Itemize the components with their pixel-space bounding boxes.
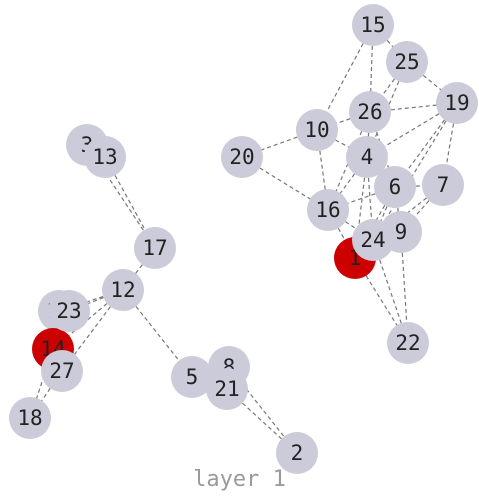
node-label: 26 [357,100,382,124]
node-15: 15 [352,4,394,46]
node-circle [102,269,144,311]
node-label: 22 [395,331,420,355]
node-label: 23 [56,299,81,323]
node-circle [296,109,338,151]
node-20: 20 [221,136,263,178]
node-label: 25 [394,50,419,74]
node-label: 19 [444,91,469,115]
node-7: 7 [422,164,464,206]
node-label: 20 [229,145,254,169]
node-label: 21 [214,377,239,401]
node-circle [206,368,248,410]
node-label: 7 [437,173,450,197]
node-circle [134,227,176,269]
node-label: 17 [142,236,167,260]
node-label: 6 [389,175,402,199]
node-12: 12 [102,269,144,311]
node-label: 13 [92,145,117,169]
node-2: 2 [276,432,318,474]
node-circle [171,356,213,398]
node-label: 15 [360,13,385,37]
node-circle [221,136,263,178]
node-label: 9 [395,220,408,244]
node-circle [386,41,428,83]
node-26: 26 [349,91,391,133]
node-circle [276,432,318,474]
graph-caption: layer 1 [193,467,286,492]
node-label: 18 [17,406,42,430]
node-layer: 1234567891011121314151617181920212223242… [9,4,478,474]
node-24: 24 [352,219,394,261]
node-18: 18 [9,397,51,439]
node-circle [41,350,83,392]
node-4: 4 [346,136,388,178]
node-17: 17 [134,227,176,269]
node-circle [352,4,394,46]
node-21: 21 [206,368,248,410]
node-circle [422,164,464,206]
node-label: 27 [49,359,74,383]
node-label: 10 [304,118,329,142]
node-circle [436,82,478,124]
node-10: 10 [296,109,338,151]
node-circle [84,136,126,178]
node-22: 22 [387,322,429,364]
node-27: 27 [41,350,83,392]
node-circle [48,290,90,332]
node-circle [346,136,388,178]
node-6: 6 [374,166,416,208]
node-25: 25 [386,41,428,83]
node-circle [387,322,429,364]
node-circle [349,91,391,133]
node-label: 12 [110,278,135,302]
node-16: 16 [307,189,349,231]
node-23: 23 [48,290,90,332]
node-label: 24 [360,228,385,252]
node-circle [307,189,349,231]
node-13: 13 [84,136,126,178]
node-19: 19 [436,82,478,124]
node-label: 16 [315,198,340,222]
node-circle [9,397,51,439]
edge-14-18 [29,348,54,419]
node-label: 5 [186,365,199,389]
node-5: 5 [171,356,213,398]
node-circle [374,166,416,208]
node-label: 2 [291,441,304,465]
node-label: 4 [361,145,374,169]
node-circle [352,219,394,261]
